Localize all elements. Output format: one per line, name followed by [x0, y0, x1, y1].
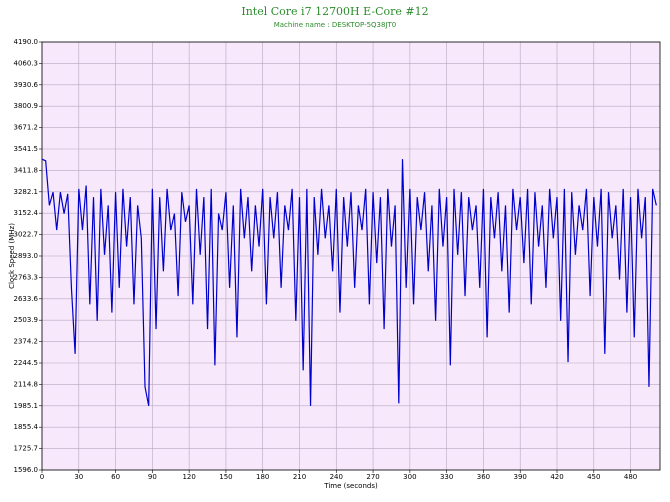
y-tick-label: 1596.0	[14, 466, 39, 474]
x-tick-label: 180	[256, 473, 269, 481]
y-tick-label: 2244.5	[14, 359, 39, 367]
x-axis-label: Time (seconds)	[323, 482, 378, 490]
y-tick-label: 2114.8	[14, 380, 39, 388]
x-tick-label: 390	[514, 473, 527, 481]
x-tick-label: 120	[182, 473, 195, 481]
y-axis-label: Clock Speed (MHz)	[8, 223, 16, 289]
y-tick-label: 4190.0	[14, 38, 39, 46]
y-tick-label: 3152.4	[14, 209, 39, 217]
y-tick-label: 1725.7	[14, 445, 39, 453]
x-tick-label: 60	[111, 473, 120, 481]
x-tick-label: 360	[477, 473, 490, 481]
y-tick-label: 1855.4	[14, 423, 39, 431]
data-line	[41, 158, 657, 406]
x-tick-label: 480	[624, 473, 637, 481]
x-tick-label: 300	[403, 473, 416, 481]
x-tick-label: 240	[330, 473, 343, 481]
chart-subtitle: Machine name : DESKTOP-5Q38JT0	[274, 21, 397, 29]
chart-title: Intel Core i7 12700H E-Core #12	[241, 5, 428, 18]
y-tick-label: 3800.9	[14, 102, 39, 110]
y-tick-label: 3022.7	[14, 231, 39, 239]
y-tick-label: 3541.5	[14, 145, 39, 153]
x-tick-label: 30	[74, 473, 83, 481]
y-tick-label: 3930.6	[14, 81, 39, 89]
x-tick-label: 270	[366, 473, 379, 481]
y-tick-label: 2763.3	[14, 273, 39, 281]
y-tick-label: 2633.6	[14, 295, 39, 303]
y-tick-label: 1985.1	[14, 402, 39, 410]
plot-frame	[41, 41, 661, 471]
y-tick-label: 2893.0	[14, 252, 39, 260]
x-tick-label: 450	[587, 473, 600, 481]
y-tick-label: 2374.2	[14, 338, 39, 346]
x-tick-label: 150	[219, 473, 232, 481]
x-tick-label: 0	[40, 473, 44, 481]
y-tick-label: 2503.9	[14, 316, 39, 324]
x-tick-label: 330	[440, 473, 453, 481]
y-tick-label: 3282.1	[14, 188, 39, 196]
x-tick-label: 90	[148, 473, 157, 481]
y-tick-label: 3671.2	[14, 124, 39, 132]
y-tick-label: 4060.3	[14, 59, 39, 67]
y-tick-label: 3411.8	[14, 166, 39, 174]
x-tick-label: 210	[293, 473, 306, 481]
x-tick-label: 420	[550, 473, 563, 481]
